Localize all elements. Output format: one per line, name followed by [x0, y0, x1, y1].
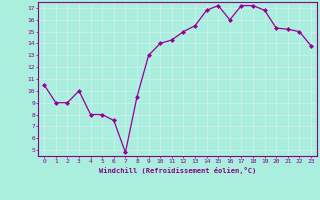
X-axis label: Windchill (Refroidissement éolien,°C): Windchill (Refroidissement éolien,°C) — [99, 167, 256, 174]
